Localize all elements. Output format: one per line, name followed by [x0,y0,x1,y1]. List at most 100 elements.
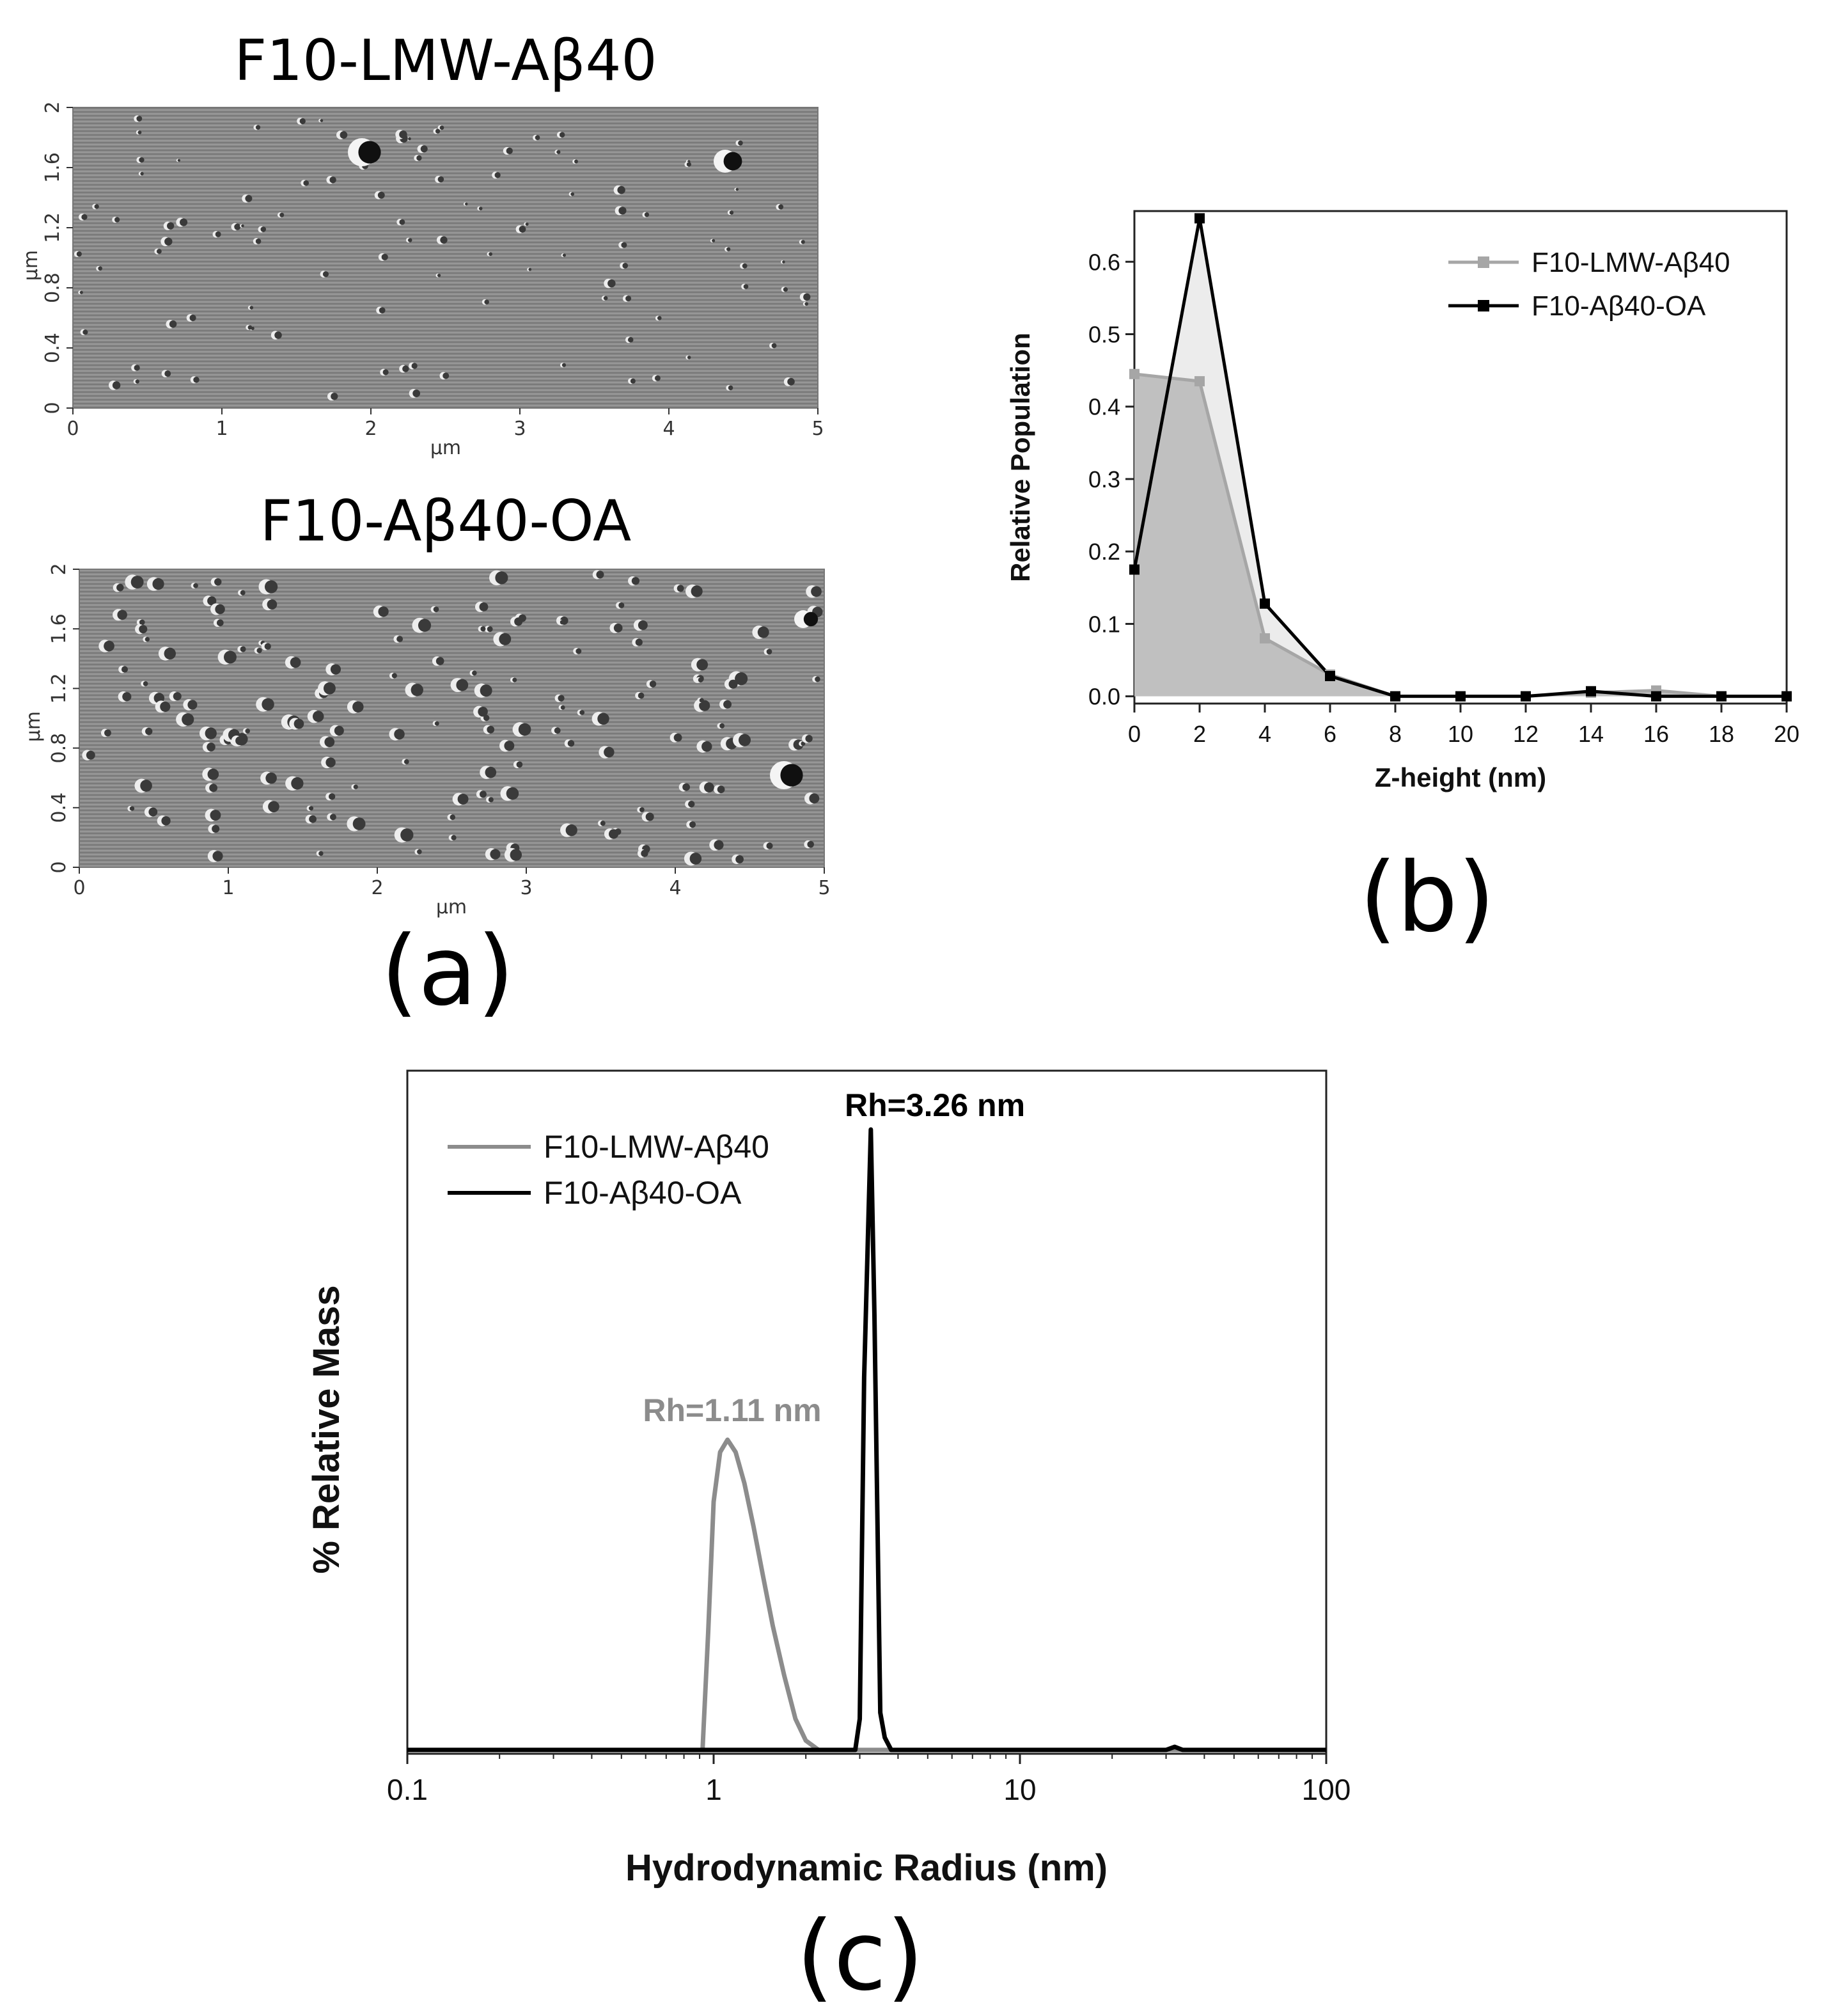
afm-particle-shadow [735,672,748,686]
data-point-lmw [1260,633,1270,644]
afm-particle-shadow [79,290,83,294]
afm-particle-shadow [682,783,691,791]
afm-large-particle-shadow [358,141,381,164]
afm-particle-shadow [245,194,253,202]
afm-particle-shadow [94,204,99,209]
afm-y-unit-lmw: µm [20,250,42,281]
afm-particle-shadow [164,237,173,246]
afm-particle-shadow [340,131,348,139]
afm-particle-shadow [399,219,405,225]
afm-particle-shadow [638,692,645,699]
afm-y-tick-label: 0.8 [48,733,70,764]
x-tick-label-b: 18 [1709,721,1734,747]
afm-particle-shadow [480,684,492,697]
afm-particle-shadow [644,212,650,217]
afm-particle-shadow [528,267,532,271]
afm-particle-shadow [499,633,512,645]
afm-particle-shadow [805,735,813,743]
afm-particle-shadow [677,585,684,592]
afm-particle-shadow [596,571,604,579]
afm-particle-shadow [182,713,194,726]
afm-particle-shadow [299,118,306,125]
afm-particle-shadow [479,791,487,798]
x-tick-label-b: 10 [1448,721,1473,747]
afm-particle-shadow [617,185,625,194]
afm-y-tick-label: 0.4 [48,792,70,823]
y-tick-label-b: 0.4 [1088,394,1120,420]
legend-marker-oa-b [1478,300,1489,311]
data-point-oa [1586,686,1596,697]
x-tick-label-c: 10 [1003,1773,1036,1806]
afm-particle-shadow [645,812,654,821]
afm-particle-shadow [738,140,743,146]
afm-particle-shadow [215,231,221,237]
afm-particle-shadow [379,307,386,314]
afm-particle-shadow [193,377,200,383]
afm-particle-shadow [207,768,219,780]
afm-particle-shadow [352,701,364,713]
afm-particle-shadow [207,743,215,752]
afm-particle-shadow [323,682,336,695]
afm-particle-shadow [180,218,188,226]
panel-label-c: (c) [796,1901,924,2012]
x-axis-label-c: Hydrodynamic Radius (nm) [625,1847,1108,1889]
afm-particle-shadow [353,784,358,789]
afm-particle-shadow [382,369,389,375]
series-lines-c [407,1127,1326,1752]
afm-particle-shadow [207,596,217,606]
y-tick-label-b: 0.2 [1088,539,1120,565]
afm-particle-shadow [456,679,469,691]
data-point-oa [1782,691,1792,702]
panel-a: F10-LMW-Aβ40 0 1 2 3 4 5 0 0.4 0.8 1.2 1.6 2 µm µm… [20,28,831,1027]
y-axis-ticks-b: 0.0 0.1 0.2 0.3 0.4 0.5 0.6 [1088,249,1134,710]
afm-particle-shadow [673,733,682,742]
afm-particle-shadow [245,728,250,734]
data-point-lmw [1129,368,1140,379]
x-tick-label-b: 6 [1324,721,1336,747]
x-axis-ticks-b: 0 2 4 6 8 10 12 14 16 18 20 [1128,704,1799,747]
afm-particle-shadow [434,721,439,726]
legend-c: F10-LMW-Aβ40 F10-Aβ40-OA [448,1129,769,1211]
afm-particle-shadow [407,238,412,242]
legend-label-oa-c: F10-Aβ40-OA [544,1175,742,1211]
afm-particle-shadow [377,191,385,199]
afm-particle-shadow [506,147,513,155]
x-tick-label-c: 1 [705,1773,722,1806]
x-axis-label-b: Z-height (nm) [1375,762,1546,792]
afm-y-tick-labels-lmw: 0 0.4 0.8 1.2 1.6 2 [42,101,73,414]
afm-particle-shadow [240,590,246,595]
legend-label-lmw-c: F10-LMW-Aβ40 [544,1129,769,1165]
afm-y-tick-labels-oa: 0 0.4 0.8 1.2 1.6 2 [48,563,79,874]
y-tick-label-b: 0.6 [1088,249,1120,275]
afm-y-tick-label: 1.6 [48,613,70,644]
y-tick-label-b: 0.5 [1088,322,1120,348]
x-tick-label-c: 100 [1302,1773,1351,1806]
afm-particle-shadow [443,372,450,379]
afm-particle-shadow [726,247,731,251]
y-tick-label-b: 0.3 [1088,466,1120,492]
afm-particle-shadow [129,806,135,811]
annotation-rh-oa: Rh=3.26 nm [845,1087,1025,1123]
afm-particle-shadow [712,239,716,242]
afm-particle-shadow [465,202,468,206]
afm-particle-shadow [117,610,127,620]
afm-particle-shadow [412,390,421,397]
x-tick-label-b: 0 [1128,721,1141,747]
afm-particle-shadow [81,214,88,220]
afm-particle-shadow [139,625,148,634]
afm-particle-shadow [223,650,237,664]
afm-y-tick-label: 2 [42,101,64,113]
afm-particle-shadow [411,363,418,369]
x-tick-label-b: 8 [1389,721,1402,747]
panel-label-b: (b) [1359,842,1495,954]
panel-label-a: (a) [381,916,515,1027]
afm-particle-shadow [519,226,526,233]
afm-particle-shadow [719,723,725,728]
afm-particle-shadow [205,727,217,739]
afm-particle-shadow [559,132,565,138]
afm-particle-shadow [114,217,120,223]
afm-particle-shadow [433,606,439,613]
afm-particle-shadow [260,226,267,232]
afm-particle-shadow [331,393,338,400]
afm-particle-shadow [440,236,448,244]
